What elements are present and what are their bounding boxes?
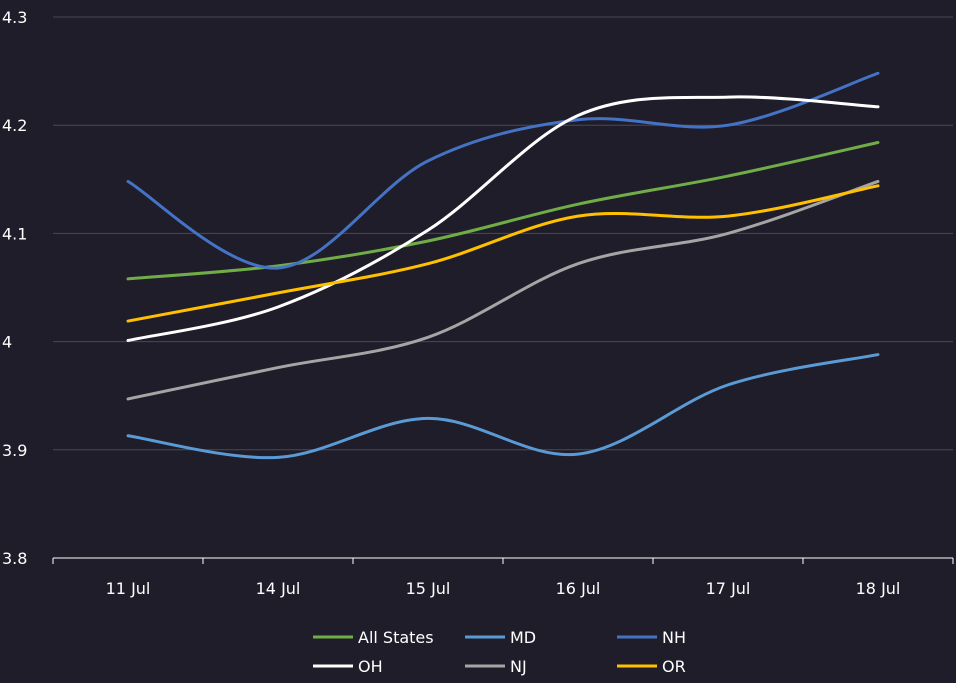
- legend: All States MD NH OH NJ OR: [313, 628, 686, 676]
- y-tick-label: 4.1: [2, 224, 27, 243]
- x-tick-label: 15 Jul: [406, 579, 451, 598]
- x-axis: [52, 557, 954, 564]
- gridlines: [53, 16, 953, 451]
- series-line-nj: [126, 179, 880, 401]
- series-line-oh: [126, 95, 880, 343]
- legend-label: NH: [662, 628, 686, 647]
- series-line-nh: [126, 71, 880, 270]
- y-tick-label: 4.2: [2, 116, 27, 135]
- legend-label: OH: [358, 657, 383, 676]
- legend-label: OR: [662, 657, 686, 676]
- series-line-md: [126, 353, 880, 460]
- x-tick-label: 18 Jul: [856, 579, 901, 598]
- x-tick-label: 14 Jul: [256, 579, 301, 598]
- x-axis-labels: 11 Jul 14 Jul 15 Jul 16 Jul 17 Jul 18 Jul: [106, 579, 901, 598]
- legend-label: NJ: [510, 657, 527, 676]
- series-line-all-states: [126, 141, 880, 281]
- x-tick-label: 11 Jul: [106, 579, 151, 598]
- x-tick-label: 16 Jul: [556, 579, 601, 598]
- series-line-or: [126, 184, 880, 323]
- x-tick-label: 17 Jul: [706, 579, 751, 598]
- y-tick-label: 3.9: [2, 441, 27, 460]
- y-tick-label: 4.3: [2, 8, 27, 27]
- legend-label: All States: [358, 628, 434, 647]
- y-axis: 3.8 3.9 4 4.1 4.2 4.3: [2, 8, 27, 568]
- legend-label: MD: [510, 628, 536, 647]
- y-tick-label: 4: [2, 333, 12, 352]
- series-lines: [126, 71, 880, 460]
- y-tick-label: 3.8: [2, 549, 27, 568]
